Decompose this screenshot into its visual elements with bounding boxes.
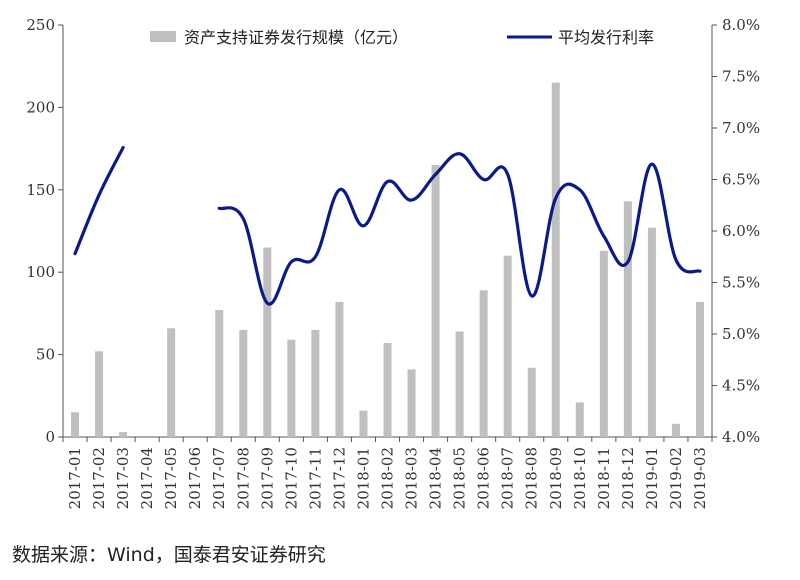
bar — [119, 432, 128, 437]
left-tick-label: 150 — [26, 181, 55, 199]
x-tick-label: 2018-09 — [547, 447, 565, 509]
right-tick-label: 8.0% — [722, 16, 760, 34]
bar — [311, 329, 320, 437]
right-tick-label: 6.5% — [722, 171, 760, 189]
x-tick-label: 2017-03 — [114, 447, 132, 509]
bar — [263, 247, 272, 437]
x-tick-label: 2017-02 — [90, 447, 108, 509]
right-tick-label: 4.0% — [722, 428, 760, 446]
bar — [407, 369, 416, 437]
x-tick-label: 2018-07 — [499, 447, 517, 509]
right-axis-ticks: 4.0% 4.5% 5.0% 5.5% 6.0% 6.5% 7.0% 7.5% 8.0% — [712, 16, 760, 446]
x-tick-label: 2017-11 — [306, 447, 324, 509]
right-tick-label: 6.0% — [722, 222, 760, 240]
bar — [95, 351, 104, 437]
bar — [503, 255, 512, 437]
x-tick-label: 2018-02 — [379, 447, 397, 509]
bar — [623, 201, 632, 437]
left-tick-label: 250 — [26, 16, 55, 34]
bar — [71, 412, 80, 437]
x-tick-label: 2017-09 — [258, 447, 276, 509]
bar — [575, 402, 584, 437]
bar — [599, 250, 608, 437]
bar — [527, 367, 536, 437]
rate-line-segment — [217, 152, 702, 306]
bar — [431, 165, 440, 437]
x-tick-label: 2018-12 — [619, 447, 637, 509]
x-tick-label: 2017-08 — [234, 447, 252, 509]
left-tick-label: 200 — [26, 98, 55, 116]
bar — [239, 329, 248, 437]
legend-bar-label: 资产支持证券发行规模（亿元） — [184, 28, 408, 47]
x-tick-label: 2017-07 — [210, 447, 228, 509]
bar — [167, 328, 176, 437]
x-tick-label: 2019-03 — [691, 447, 709, 509]
bar — [551, 82, 560, 438]
x-tick-label: 2018-04 — [427, 447, 445, 509]
x-tick-label: 2019-02 — [667, 447, 685, 509]
right-tick-label: 7.5% — [722, 68, 760, 86]
bar — [383, 343, 392, 437]
x-tick-label: 2019-01 — [643, 447, 661, 509]
x-tick-label: 2017-10 — [282, 447, 300, 509]
left-tick-label: 50 — [36, 346, 55, 364]
x-tick-label: 2017-05 — [162, 447, 180, 509]
legend: 资产支持证券发行规模（亿元） 平均发行利率 — [150, 28, 654, 47]
bar — [695, 301, 704, 437]
x-axis-ticks: 2017-01 2017-02 2017-03 2017-04 2017-05 2017-… — [62, 437, 713, 509]
x-tick-label: 2017-12 — [330, 447, 348, 509]
bar — [215, 310, 224, 437]
bar — [359, 410, 368, 437]
legend-line-label: 平均发行利率 — [558, 28, 654, 47]
right-tick-label: 7.0% — [722, 119, 760, 137]
right-tick-label: 5.5% — [722, 274, 760, 292]
x-tick-label: 2018-10 — [571, 447, 589, 509]
rate-line-segment — [73, 145, 125, 256]
x-tick-label: 2018-06 — [475, 447, 493, 509]
x-tick-label: 2018-05 — [451, 447, 469, 509]
x-tick-label: 2018-11 — [595, 447, 613, 509]
x-tick-label: 2017-01 — [66, 447, 84, 509]
left-tick-label: 0 — [45, 428, 55, 446]
bar — [287, 339, 296, 437]
right-tick-label: 4.5% — [722, 377, 760, 395]
legend-bar-swatch — [150, 31, 176, 42]
x-tick-label: 2017-04 — [138, 447, 156, 509]
x-tick-label: 2017-06 — [186, 447, 204, 509]
left-axis-ticks: 0 50 100 150 200 250 — [26, 16, 63, 446]
bar — [647, 227, 656, 437]
left-tick-label: 100 — [26, 263, 55, 281]
bar — [335, 301, 344, 437]
bar-series — [71, 82, 704, 438]
bar — [455, 331, 464, 437]
x-tick-label: 2018-08 — [523, 447, 541, 509]
right-tick-label: 5.0% — [722, 325, 760, 343]
line-series — [73, 145, 702, 306]
bar — [479, 290, 488, 437]
x-tick-label: 2018-03 — [403, 447, 421, 509]
bar — [671, 423, 680, 437]
x-tick-label: 2018-01 — [354, 447, 372, 509]
source-note: 数据来源：Wind，国泰君安证券研究 — [12, 544, 326, 566]
